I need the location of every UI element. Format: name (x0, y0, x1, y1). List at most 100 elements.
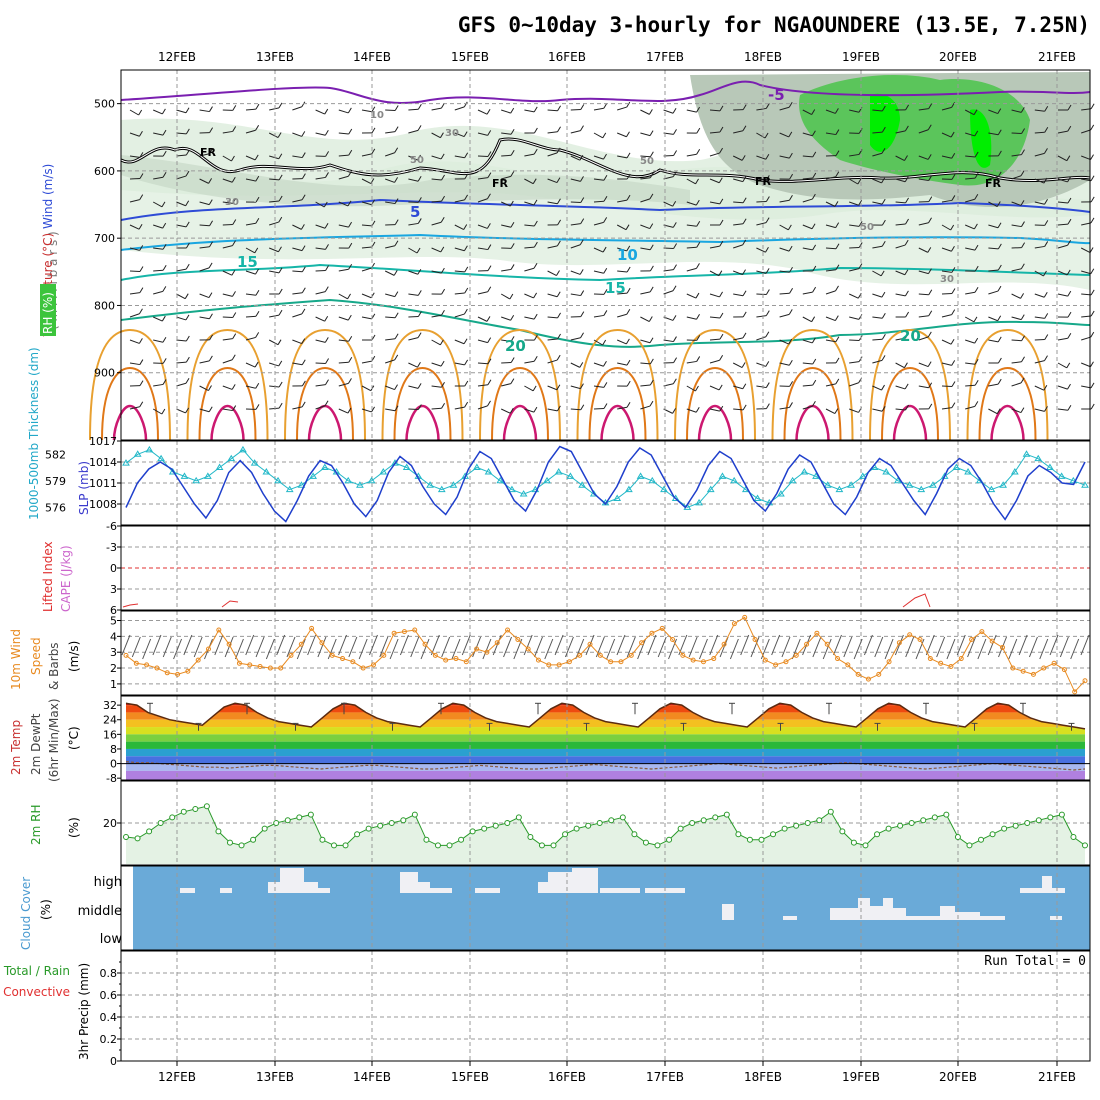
wind-barb (733, 293, 744, 297)
rh2m-point (434, 842, 441, 849)
rh2m-panel: 20 2m RH (%) (29, 780, 1091, 866)
thickness-point (180, 472, 189, 479)
rh2m-point (989, 831, 996, 838)
rh2m-point (966, 842, 973, 849)
wind-barb-flag (162, 150, 167, 157)
wind-barb (802, 405, 813, 410)
wind10-point (360, 665, 366, 671)
wind-barb (779, 224, 789, 231)
wind-barb (779, 339, 789, 345)
rh2m-point (619, 814, 626, 821)
wind-barb (988, 109, 998, 115)
thickness-point (718, 472, 727, 479)
wind10-point (247, 662, 253, 668)
wind-barb (825, 176, 836, 180)
wind10-barb (936, 636, 946, 658)
wind-barb (617, 406, 628, 410)
wind10-barb (698, 638, 708, 660)
wind-barb-flag (765, 289, 770, 295)
wind-barb (338, 201, 349, 207)
wind-barb (222, 201, 233, 204)
wind10-point (896, 640, 902, 646)
contour-boundary-layer (978, 366, 1037, 441)
wind-barb-flag (370, 178, 375, 184)
thickness-point (929, 481, 937, 488)
temp-band (126, 719, 1085, 728)
wind-barb-flag (951, 245, 955, 252)
wind-barb-flag (649, 151, 654, 157)
wind-barb-flag (834, 108, 839, 114)
wind-barb (1057, 408, 1068, 411)
rh2m-point (1024, 820, 1031, 826)
wind-barb-flag (765, 403, 770, 409)
wind-barb-flag (185, 407, 190, 414)
wind-barb-flag (232, 333, 237, 339)
wind-barb (547, 385, 558, 391)
wind-barb-flag (580, 404, 585, 410)
wind-barb (338, 408, 349, 414)
wind-barb (477, 224, 488, 229)
wind10-barb (740, 634, 750, 656)
tick-label: 0.6 (100, 989, 118, 1002)
wind10-point (288, 652, 294, 658)
wind-barb-flag (1043, 270, 1047, 277)
wind10-point (412, 627, 418, 633)
wind-barb (640, 384, 651, 387)
wind10-point (123, 652, 129, 658)
wind-barb-flag (232, 240, 236, 246)
wind-barb-flag (788, 309, 793, 315)
wind10-barb (884, 638, 894, 660)
wind-barb-flag (1090, 217, 1095, 224)
wind-barb-flag (487, 172, 492, 178)
wind-barb (292, 155, 303, 159)
wind-barb-flag (811, 316, 816, 322)
contour-boundary-layer (783, 366, 842, 441)
wind-barb (895, 293, 906, 297)
wind-barb-flag (1090, 361, 1094, 368)
wind-barb-flag (974, 337, 979, 344)
wind10-point (340, 656, 346, 662)
wind10-barb (647, 634, 657, 656)
wind-barb (153, 383, 164, 387)
wind-barb (129, 362, 140, 366)
wind-barb (988, 132, 999, 136)
contour-label: -5 (768, 86, 785, 104)
wind-barb (709, 408, 720, 412)
wind-barb-flag (905, 197, 909, 204)
wind-barb-flag (1066, 269, 1071, 276)
wind10-point (309, 625, 315, 631)
wind-barb (570, 223, 581, 226)
wind-barb-flag (487, 358, 492, 364)
date-label-bottom: 18FEB (744, 1070, 782, 1084)
wind10-barb (358, 638, 368, 660)
wind10-point (484, 649, 490, 655)
tick-label: 1011 (89, 477, 117, 490)
wind-barb (640, 177, 651, 180)
wind-barb-flag (928, 268, 932, 274)
thickness-point (800, 467, 809, 475)
wind-barb-flag (580, 290, 585, 296)
wind-barb-flag (950, 224, 955, 231)
wind10-point (453, 656, 459, 662)
wind-barb-flag (974, 244, 979, 251)
wind-barb-flag (1066, 362, 1071, 369)
wind10-point (618, 659, 624, 665)
wind-barb (825, 201, 836, 207)
cloud-mid-bar (980, 916, 1005, 920)
wind-barb-flag (973, 223, 978, 230)
wind-barb-flag (348, 221, 353, 228)
wind-barb (918, 108, 929, 111)
wind-barb (385, 293, 395, 298)
wind-barb-flag (603, 267, 608, 274)
wind-barb-flag (765, 361, 770, 367)
wind-barb (848, 178, 859, 185)
wind-barb-flag (463, 308, 468, 315)
rh2m-point (1058, 811, 1065, 818)
wind-barb (965, 198, 975, 203)
rh2m-point (850, 839, 857, 846)
wind-barb (361, 385, 372, 392)
wind-barb (733, 385, 743, 390)
wind-barb-flag (324, 222, 329, 229)
wind-barb-flag (719, 291, 723, 298)
tick-label: 1 (110, 678, 117, 691)
